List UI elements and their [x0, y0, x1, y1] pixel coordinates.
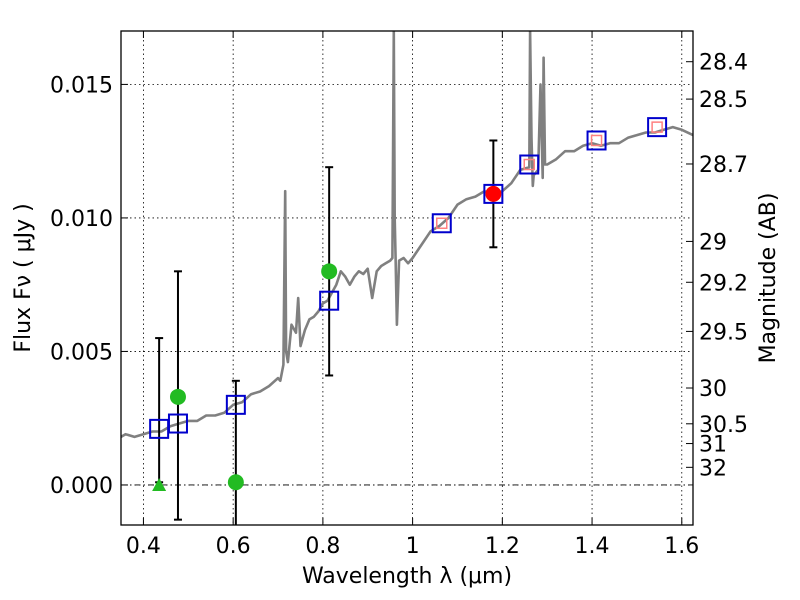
- plot-background: [121, 31, 693, 525]
- plot-frame: [120, 30, 694, 526]
- model-point: [483, 183, 504, 204]
- upper-limit-point: [152, 477, 167, 491]
- inner-model-point: [651, 121, 663, 133]
- x-tick-label: 0.6: [216, 534, 251, 559]
- y2-tick-label: 28.7: [699, 153, 748, 178]
- inner-model-point: [436, 217, 448, 230]
- observed-point: [485, 185, 502, 202]
- y2-tick-label: 28.4: [699, 51, 748, 76]
- spectrum-line: [121, 31, 693, 439]
- y2-tick-label: 29.2: [699, 271, 748, 296]
- y-axis-label: Flux Fν ( μJy ): [11, 203, 36, 352]
- x-tick-label: 0.4: [126, 534, 161, 559]
- model-point: [167, 413, 188, 434]
- x-tick-label: 1.6: [664, 534, 699, 559]
- y2-tick-label: 31: [699, 433, 727, 458]
- y2-tick-label: 29: [699, 230, 727, 255]
- axis-ticks: [121, 31, 693, 525]
- y2-tick-label: 30.5: [699, 413, 748, 438]
- observed-point: [169, 388, 186, 405]
- y-tick-label: 0.005: [50, 340, 113, 365]
- x-tick-label: 1.4: [575, 534, 610, 559]
- model-point: [647, 117, 668, 138]
- spectrum-series: [121, 31, 693, 439]
- y-tick-label: 0.000: [50, 474, 113, 499]
- y-tick-label: 0.010: [50, 207, 113, 232]
- x-tick-label: 1.2: [485, 534, 520, 559]
- inner-model-point: [523, 158, 536, 171]
- y2-tick-label: 29.5: [699, 320, 748, 345]
- x-tick-label: 0.8: [305, 534, 340, 559]
- x-axis-label: Wavelength λ (μm): [302, 564, 512, 589]
- x-tick-label: 1: [406, 534, 420, 559]
- model-point: [431, 213, 452, 234]
- y2-tick-label: 30: [699, 377, 727, 402]
- inner-model-point: [590, 134, 603, 147]
- y2-axis-label: Magnitude (AB): [756, 193, 781, 364]
- model-point: [319, 290, 340, 311]
- markers: [149, 117, 668, 491]
- y-tick-label: 0.015: [50, 73, 113, 98]
- observed-point: [227, 474, 244, 491]
- tick-labels: 0.4 0.6 0.8 1 1.2 1.4 1.6 0.000 0.005 0.010 0.015 2…: [50, 51, 748, 559]
- model-point: [586, 130, 607, 151]
- y2-tick-label: 32: [699, 456, 727, 481]
- y2-tick-label: 28.5: [699, 88, 748, 113]
- model-point: [225, 394, 246, 415]
- model-point: [519, 154, 540, 175]
- observed-point: [321, 263, 338, 280]
